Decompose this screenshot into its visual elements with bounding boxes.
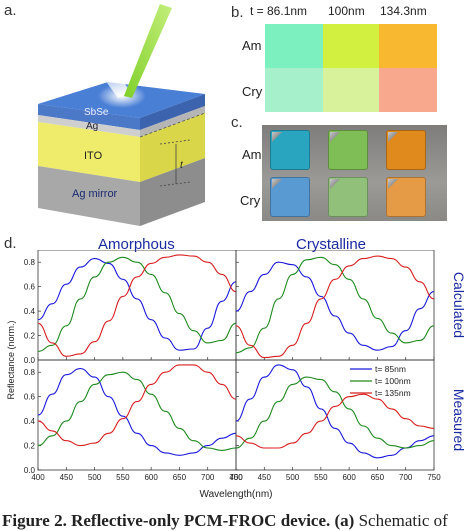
x-tick-label: 600 bbox=[342, 473, 356, 482]
figure-caption: Figure 2. Reflective-only PCM-FROC devic… bbox=[0, 510, 474, 531]
x-tick-label: 500 bbox=[88, 473, 102, 482]
legend-label: t= 85nm bbox=[375, 364, 406, 374]
x-tick-label: 750 bbox=[229, 473, 243, 482]
series-line-t135nm bbox=[235, 393, 435, 449]
swatch-row-cry: Cry bbox=[242, 84, 263, 99]
series-line-t85nm bbox=[235, 261, 435, 351]
x-axis-label: Wavelength(nm) bbox=[200, 489, 273, 500]
row-title-measured: Measured bbox=[451, 389, 467, 451]
caption-rest: Schematic of bbox=[354, 511, 448, 530]
series-line-t85nm bbox=[235, 364, 435, 459]
incident-beam bbox=[60, 10, 130, 98]
y-tick-label: 0.4 bbox=[24, 417, 36, 426]
x-tick-label: 550 bbox=[314, 473, 328, 482]
panel-label-d: d. bbox=[4, 235, 17, 252]
reflectance-plot: 0.0 0.2 0.4 0.6 0.8 0.0 0.2 0.4 0.6 0.8 400 400 450 4… bbox=[6, 250, 467, 500]
legend-label: t= 135nm bbox=[375, 388, 411, 398]
series-line-t100nm bbox=[37, 256, 237, 352]
series-line-t135nm bbox=[235, 255, 435, 359]
reflected-beam bbox=[124, 4, 172, 98]
x-tick-label: 450 bbox=[258, 473, 272, 482]
swatch-am-100nm bbox=[323, 24, 379, 68]
x-tick-label: 700 bbox=[201, 473, 215, 482]
plot-frame bbox=[37, 250, 237, 361]
x-tick-label: 550 bbox=[116, 473, 130, 482]
y-tick-label: 0.8 bbox=[24, 368, 36, 377]
x-tick-label: 500 bbox=[286, 473, 300, 482]
device-schematic bbox=[38, 4, 206, 226]
x-tick-label: 450 bbox=[60, 473, 74, 482]
series-line-t85nm bbox=[37, 258, 237, 351]
y-tick-label: 0.6 bbox=[24, 283, 36, 292]
y-tick-label: 0.6 bbox=[24, 393, 36, 402]
ag-layer bbox=[38, 115, 140, 137]
sample-cry-86nm bbox=[270, 177, 310, 217]
x-tick-label: 750 bbox=[427, 473, 441, 482]
layer-label-ag: Ag bbox=[86, 121, 99, 132]
x-tick-label: 600 bbox=[144, 473, 158, 482]
y-tick-label: 0.0 bbox=[24, 466, 36, 475]
y-tick-label: 0.2 bbox=[24, 442, 36, 451]
layer-label-ito: ITO bbox=[84, 150, 103, 162]
y-tick-label: 0.8 bbox=[24, 258, 36, 267]
swatch-header-1: 100nm bbox=[328, 4, 365, 18]
sample-am-86nm bbox=[270, 130, 310, 170]
row-title-calculated: Calculated bbox=[451, 272, 467, 338]
caption-bold: Figure 2. Reflective-only PCM-FROC devic… bbox=[2, 511, 355, 530]
thickness-label: t bbox=[180, 160, 183, 171]
photo-row-am: Am bbox=[242, 147, 262, 162]
x-tick-label: 650 bbox=[173, 473, 187, 482]
x-tick-label: 700 bbox=[399, 473, 413, 482]
col-title-crystalline: Crystalline bbox=[296, 236, 367, 253]
y-tick-label: 0.2 bbox=[24, 332, 36, 341]
photo-row-cry: Cry bbox=[240, 193, 261, 208]
swatch-header-0: t = 86.1nm bbox=[250, 4, 308, 18]
panel-label-a: a. bbox=[4, 2, 17, 19]
plot-frame bbox=[37, 359, 237, 471]
series-line-t135nm bbox=[37, 364, 237, 447]
layer-label-ag-mirror: Ag mirror bbox=[72, 188, 118, 200]
y-tick-label: 0.4 bbox=[24, 307, 36, 316]
swatch-cry-86nm bbox=[265, 68, 323, 112]
x-tick-label: 650 bbox=[371, 473, 385, 482]
sbse-layer bbox=[38, 104, 140, 130]
series-line-t85nm bbox=[37, 368, 237, 456]
sample-am-100nm bbox=[328, 130, 368, 170]
swatch-cry-100nm bbox=[323, 68, 379, 112]
swatch-cry-134nm bbox=[379, 68, 437, 112]
swatch-am-86nm bbox=[265, 24, 323, 68]
swatch-row-am: Am bbox=[242, 38, 262, 53]
sample-am-134nm bbox=[386, 130, 426, 170]
x-tick-label: 400 bbox=[31, 473, 45, 482]
sample-cry-134nm bbox=[386, 177, 426, 217]
series-line-t135nm bbox=[37, 254, 237, 357]
series-line-t100nm bbox=[235, 376, 435, 449]
series-line-t100nm bbox=[235, 256, 435, 354]
col-title-amorphous: Amorphous bbox=[98, 236, 175, 253]
sample-cry-100nm bbox=[328, 177, 368, 217]
legend-label: t= 100nm bbox=[375, 376, 411, 386]
x-tick-label: 400 bbox=[229, 473, 243, 482]
y-tick-label: 0.0 bbox=[24, 356, 36, 365]
ag-mirror-layer bbox=[38, 166, 140, 226]
swatch-am-134nm bbox=[379, 24, 437, 68]
layer-label-sbse: SbSe bbox=[84, 107, 109, 118]
ito-layer bbox=[38, 122, 140, 182]
swatch-header-2: 134.3nm bbox=[380, 4, 427, 18]
plot-frame bbox=[235, 359, 435, 471]
series-line-t100nm bbox=[37, 371, 237, 451]
y-axis-label: Reflectance (norm.) bbox=[6, 320, 16, 399]
panel-label-b: b. bbox=[231, 4, 244, 21]
panel-label-c: c. bbox=[231, 114, 243, 131]
